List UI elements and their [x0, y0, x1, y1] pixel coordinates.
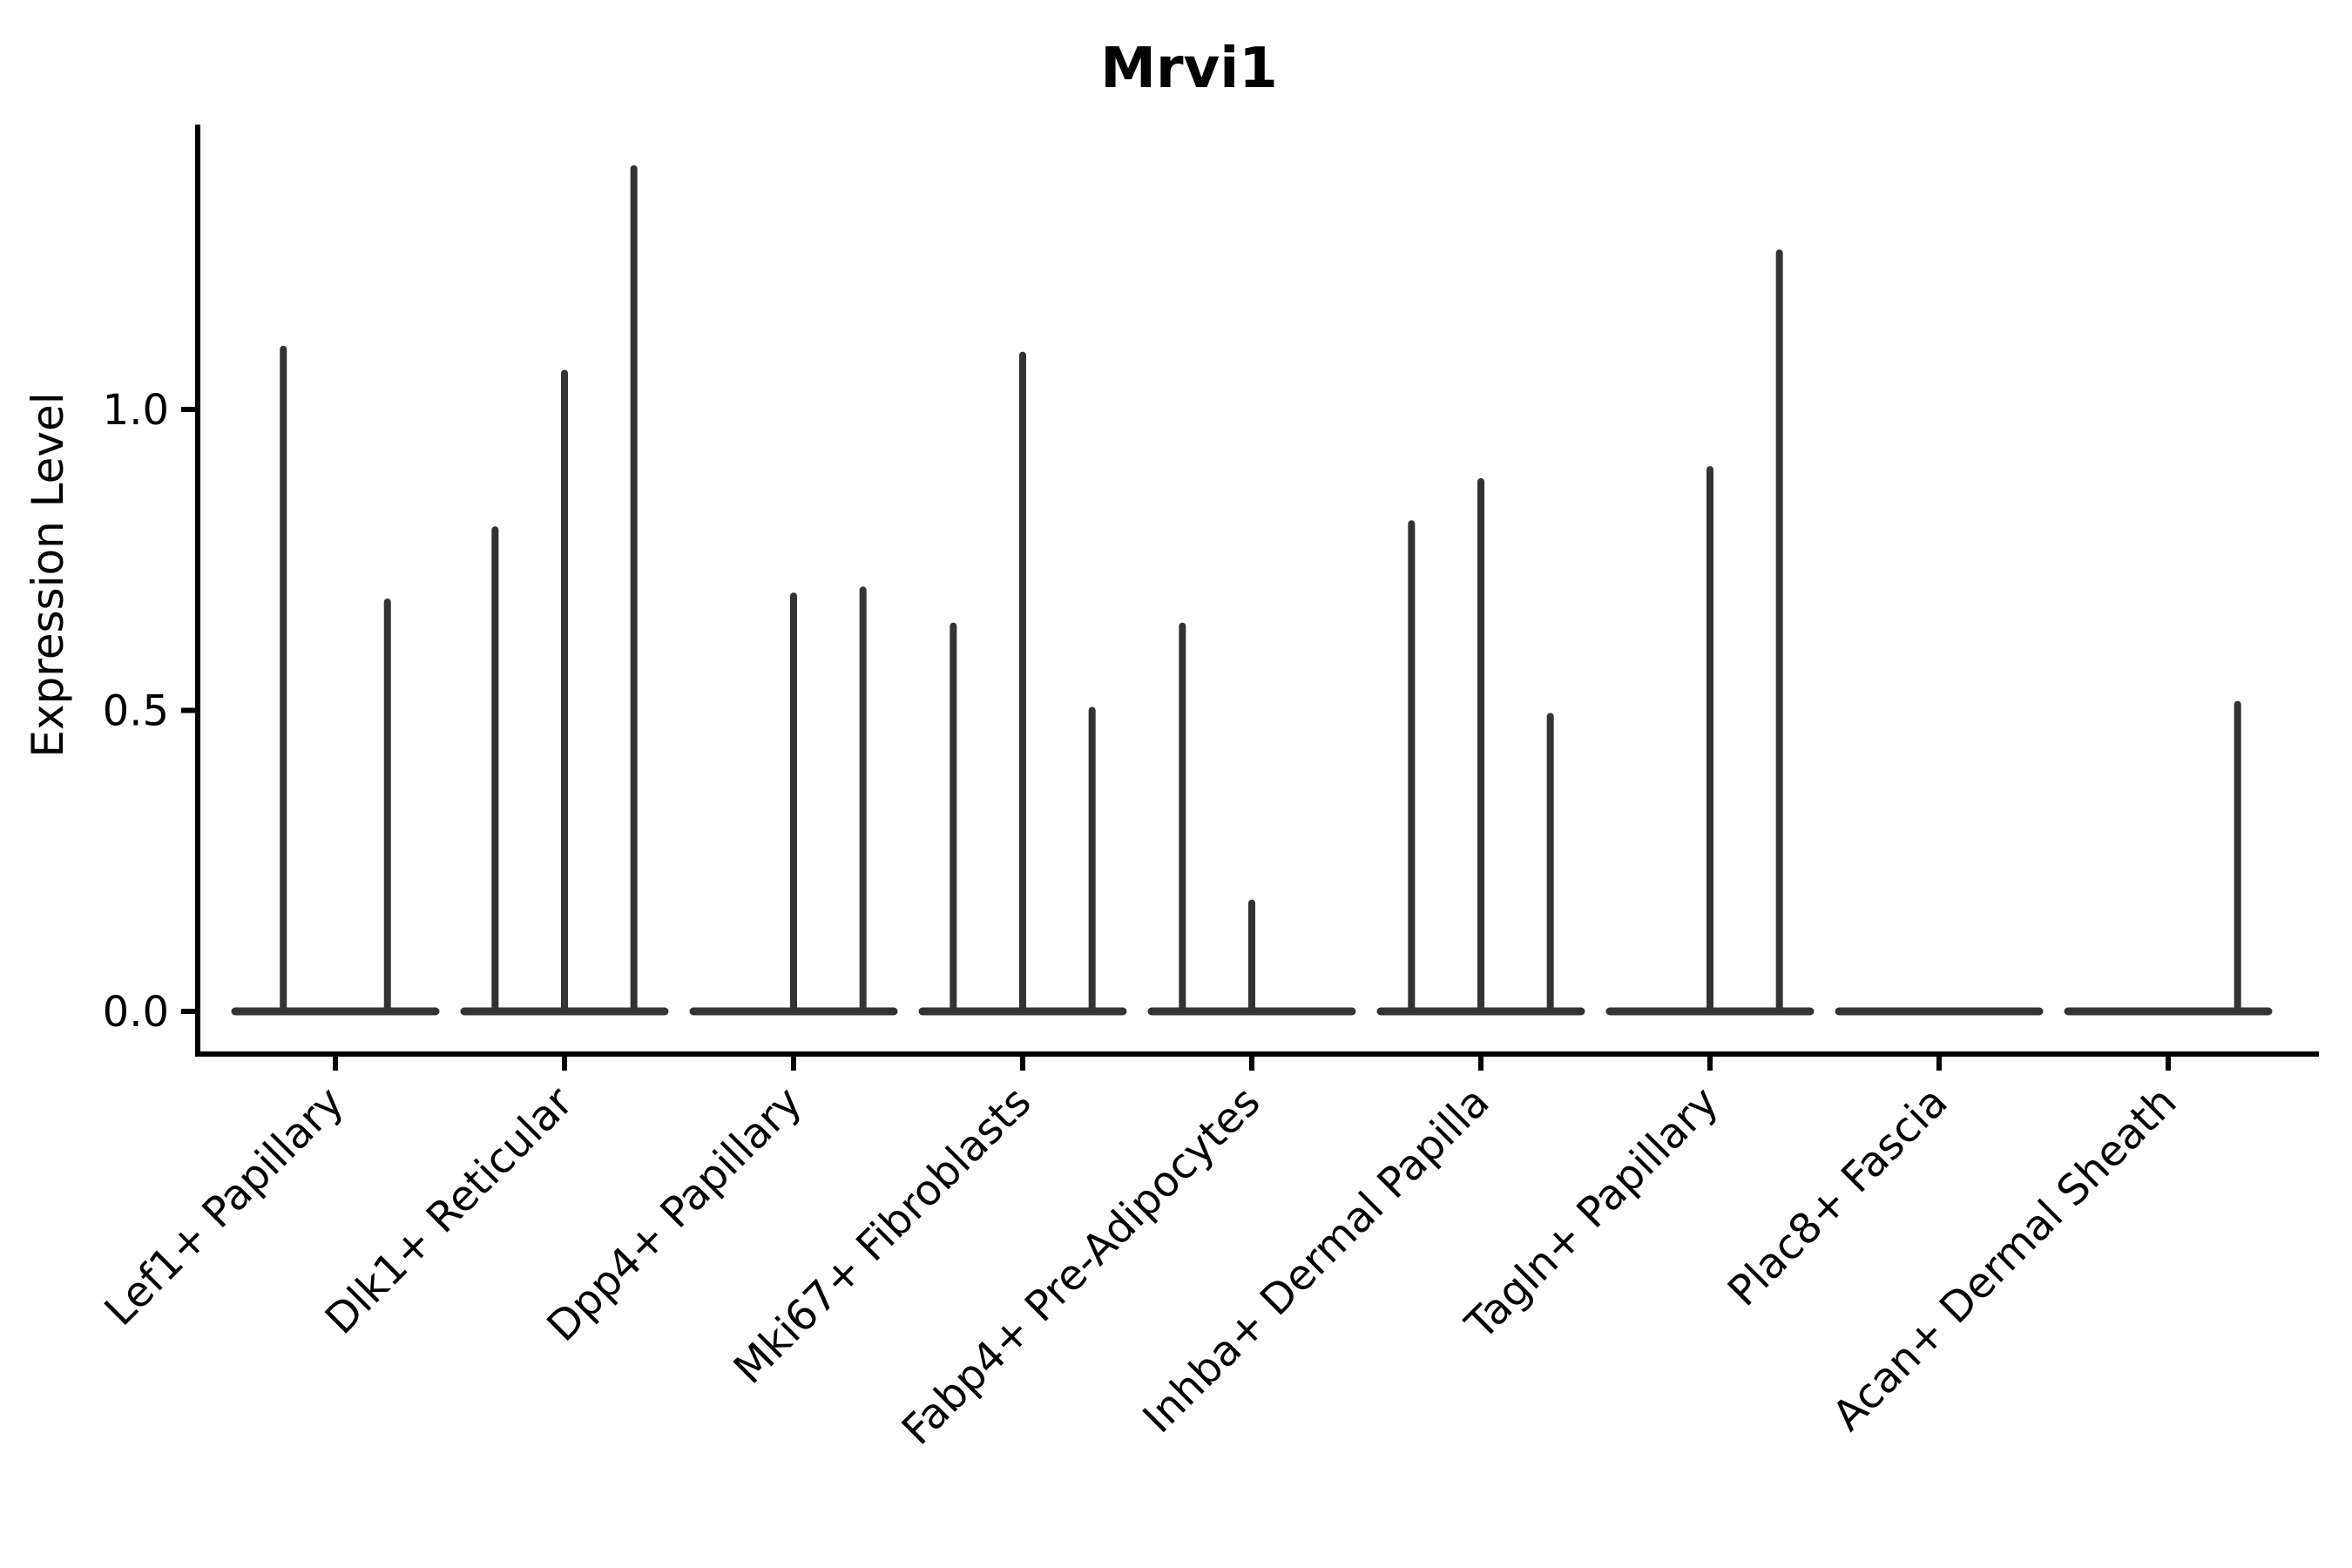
violin-base — [2064, 1007, 2273, 1016]
y-axis-label: Expression Level — [23, 392, 73, 757]
axes-group — [181, 125, 2319, 1071]
x-tick-label: Tagln+ Papillary — [1456, 1078, 1727, 1349]
y-tick-label: 0.0 — [103, 988, 169, 1037]
y-tick-label: 1.0 — [103, 386, 169, 435]
x-tick-label: Dlk1+ Reticular — [316, 1078, 583, 1344]
x-tick-label: Lef1+ Papillary — [96, 1078, 354, 1335]
violins-group — [231, 165, 2273, 1016]
x-tick-label: Dpp4+ Papillary — [537, 1078, 811, 1351]
x-tick-label: Plac8+ Fascia — [1719, 1078, 1957, 1316]
chart-title: Mrvi1 — [1100, 37, 1277, 101]
y-tick-label: 0.5 — [103, 687, 169, 736]
violin-base — [231, 1007, 440, 1016]
violin-base — [1835, 1007, 2044, 1016]
